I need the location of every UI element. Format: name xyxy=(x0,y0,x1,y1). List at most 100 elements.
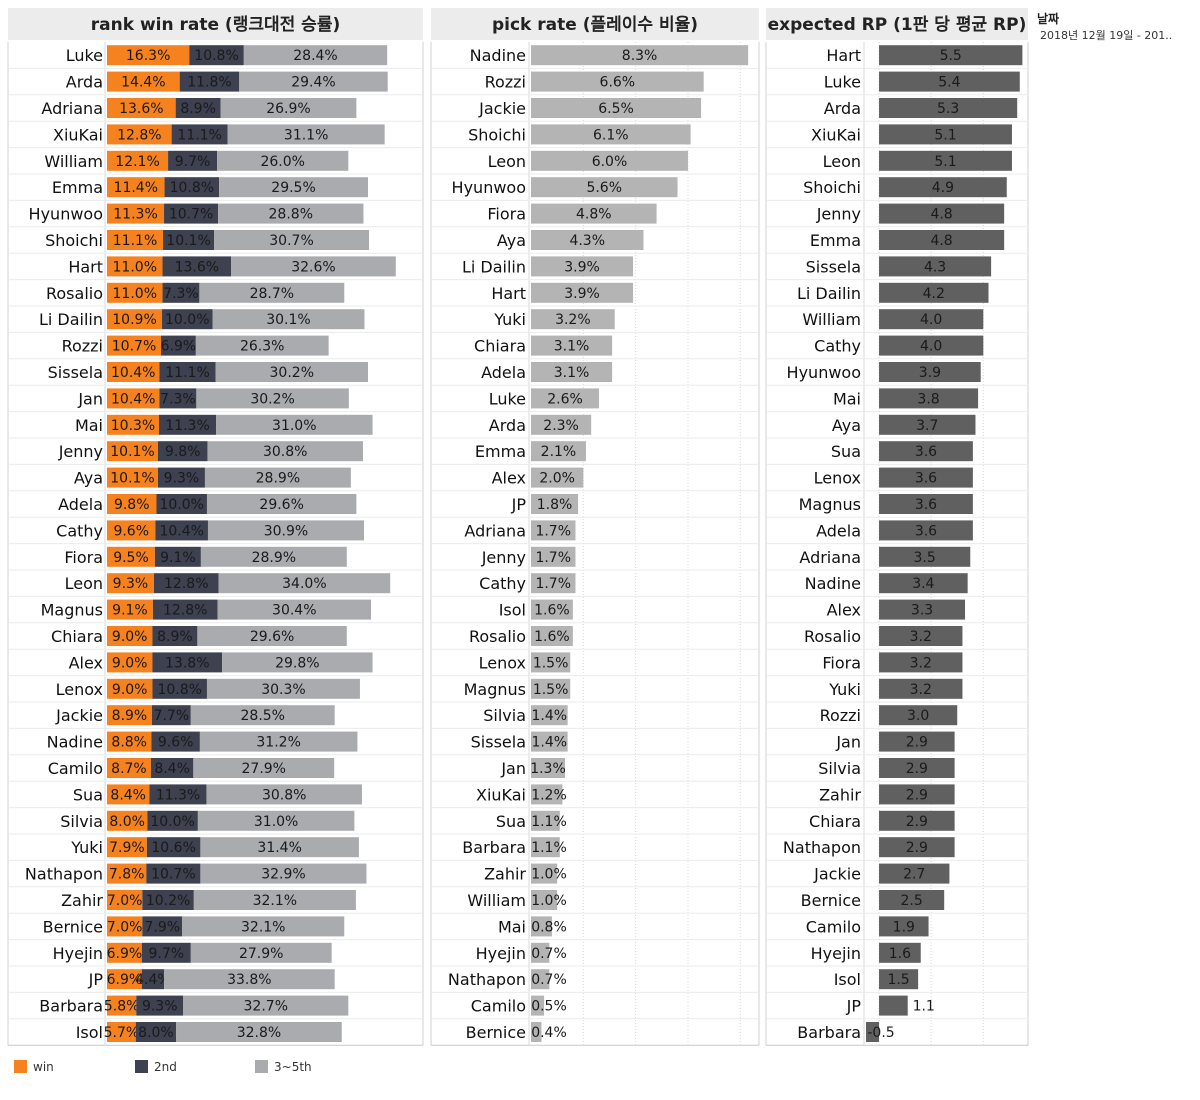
data-label-2nd-yuki: 10.6% xyxy=(151,840,195,856)
bar-bernice xyxy=(879,890,945,910)
category-label-barbara: Barbara xyxy=(39,997,103,1016)
data-label-win-jenny: 10.1% xyxy=(110,444,154,460)
bar-win-xiukai xyxy=(107,124,172,145)
category-label-alex: Alex xyxy=(492,469,526,488)
category-label-yuki: Yuki xyxy=(493,310,526,329)
bar-2nd-aya xyxy=(157,467,205,488)
data-label-rozzi: 6.6% xyxy=(600,75,636,91)
data-label-emma: 2.1% xyxy=(541,444,577,460)
data-label-2nd-rosalio: 7.3% xyxy=(163,286,199,302)
data-label-2nd-jan: 7.3% xyxy=(160,391,196,407)
category-label-yuki: Yuki xyxy=(70,838,103,857)
bar-hart xyxy=(879,45,1023,66)
data-label-3-5th-fiora: 28.9% xyxy=(252,550,296,566)
bar-win-william xyxy=(107,150,169,171)
category-label-lenox: Lenox xyxy=(814,469,861,488)
data-label-win-lenox: 9.0% xyxy=(112,682,148,698)
data-label-3-5th-nathapon: 32.9% xyxy=(261,867,305,883)
category-label-zahir: Zahir xyxy=(484,865,526,884)
data-label-jan: 1.3% xyxy=(530,761,566,777)
data-label-arda: 5.3 xyxy=(937,101,959,117)
data-label-3-5th-xiukai: 31.1% xyxy=(284,127,328,143)
data-label-adriana: 1.7% xyxy=(535,523,571,539)
bar-3-5th-isol xyxy=(176,1022,342,1042)
chart-title: rank win rate (랭크대전 승률) xyxy=(91,15,340,35)
bar-jenny xyxy=(879,203,1005,224)
bar-hyejin xyxy=(531,942,550,963)
date-filter[interactable]: 날짜 2018년 12월 19일 - 201.. xyxy=(1037,11,1172,42)
data-label-2nd-rozzi: 6.9% xyxy=(161,339,197,355)
data-label-win-hart: 11.0% xyxy=(113,259,157,275)
bar-2nd-cathy xyxy=(155,520,208,541)
category-label-jackie: Jackie xyxy=(813,865,861,884)
bar-3-5th-sissela xyxy=(215,362,369,382)
category-label-xiukai: XiuKai xyxy=(811,125,861,144)
category-label-hyejin: Hyejin xyxy=(53,944,103,963)
category-label-cathy: Cathy xyxy=(56,521,103,540)
bar-3-5th-yuki xyxy=(200,837,359,858)
bar-2nd-adela xyxy=(156,494,207,514)
data-label-2nd-luke: 10.8% xyxy=(194,48,238,64)
category-label-zahir: Zahir xyxy=(61,891,103,910)
category-label-chiara: Chiara xyxy=(51,627,103,646)
category-label-sua: Sua xyxy=(73,785,103,804)
category-label-hyunwoo: Hyunwoo xyxy=(452,178,526,197)
bar-3-5th-jackie xyxy=(190,705,335,726)
bar-nathapon xyxy=(879,837,955,858)
bar-arda xyxy=(531,414,592,435)
category-label-mai: Mai xyxy=(498,917,526,936)
category-label-jackie: Jackie xyxy=(55,706,103,725)
category-label-isol: Isol xyxy=(834,970,861,989)
category-label-zahir: Zahir xyxy=(819,785,861,804)
category-label-hart: Hart xyxy=(68,257,103,276)
bar-3-5th-xiukai xyxy=(227,124,385,145)
bar-2nd-yuki xyxy=(146,837,201,858)
category-label-hyunwoo: Hyunwoo xyxy=(787,363,861,382)
bar-2nd-jackie xyxy=(151,705,191,726)
data-label-lenox: 3.6 xyxy=(915,471,937,487)
bar-win-adela xyxy=(107,494,157,514)
bar-3-5th-bernice xyxy=(182,916,345,937)
data-label-win-li-dailin: 10.9% xyxy=(112,312,156,328)
bar-zahir xyxy=(531,863,558,884)
bar-win-jan xyxy=(107,388,160,409)
data-label-alex: 2.0% xyxy=(539,471,575,487)
data-label-emma: 4.8 xyxy=(930,233,952,249)
data-label-win-william: 12.1% xyxy=(115,154,159,170)
bar-sua xyxy=(879,441,973,462)
data-label-li-dailin: 3.9% xyxy=(564,259,600,275)
category-label-adriana: Adriana xyxy=(41,99,103,118)
bar-2nd-camilo xyxy=(150,758,194,778)
bar-chiara xyxy=(531,335,613,356)
category-label-rosalio: Rosalio xyxy=(46,284,103,303)
category-label-barbara: Barbara xyxy=(797,1023,861,1042)
bar-2nd-mai xyxy=(158,414,217,435)
bar-2nd-leon xyxy=(153,573,219,594)
bar-win-shoichi xyxy=(107,230,164,250)
data-label-win-magnus: 9.1% xyxy=(112,603,148,619)
bar-2nd-rozzi xyxy=(161,335,196,356)
category-label-william: William xyxy=(44,152,103,171)
bar-jackie xyxy=(879,863,950,884)
data-label-2nd-emma: 10.8% xyxy=(170,180,214,196)
bar-barbara xyxy=(531,837,560,858)
bar-win-luke xyxy=(107,45,190,66)
category-label-nadine: Nadine xyxy=(47,733,103,752)
bar-2nd-sissela xyxy=(159,362,216,382)
bar-jan xyxy=(879,731,955,752)
bar-2nd-li-dailin xyxy=(162,309,213,330)
data-label-leon: 6.0% xyxy=(592,154,628,170)
bar-win-lenox xyxy=(107,678,153,699)
data-label-win-camilo: 8.7% xyxy=(111,761,147,777)
bar-alex xyxy=(879,599,966,620)
bar-barbara xyxy=(866,1022,880,1042)
bar-win-isol xyxy=(107,1022,136,1042)
bar-3-5th-magnus xyxy=(217,599,372,620)
filter-value[interactable]: 2018년 12월 19일 - 201.. xyxy=(1040,28,1172,42)
data-label-mai: 0.8% xyxy=(531,919,567,935)
data-label-adela: 3.1% xyxy=(554,365,590,381)
bar-2nd-hart xyxy=(162,256,232,277)
category-label-nathapon: Nathapon xyxy=(448,970,526,989)
data-label-2nd-magnus: 12.8% xyxy=(163,603,207,619)
category-label-fiora: Fiora xyxy=(822,653,861,672)
